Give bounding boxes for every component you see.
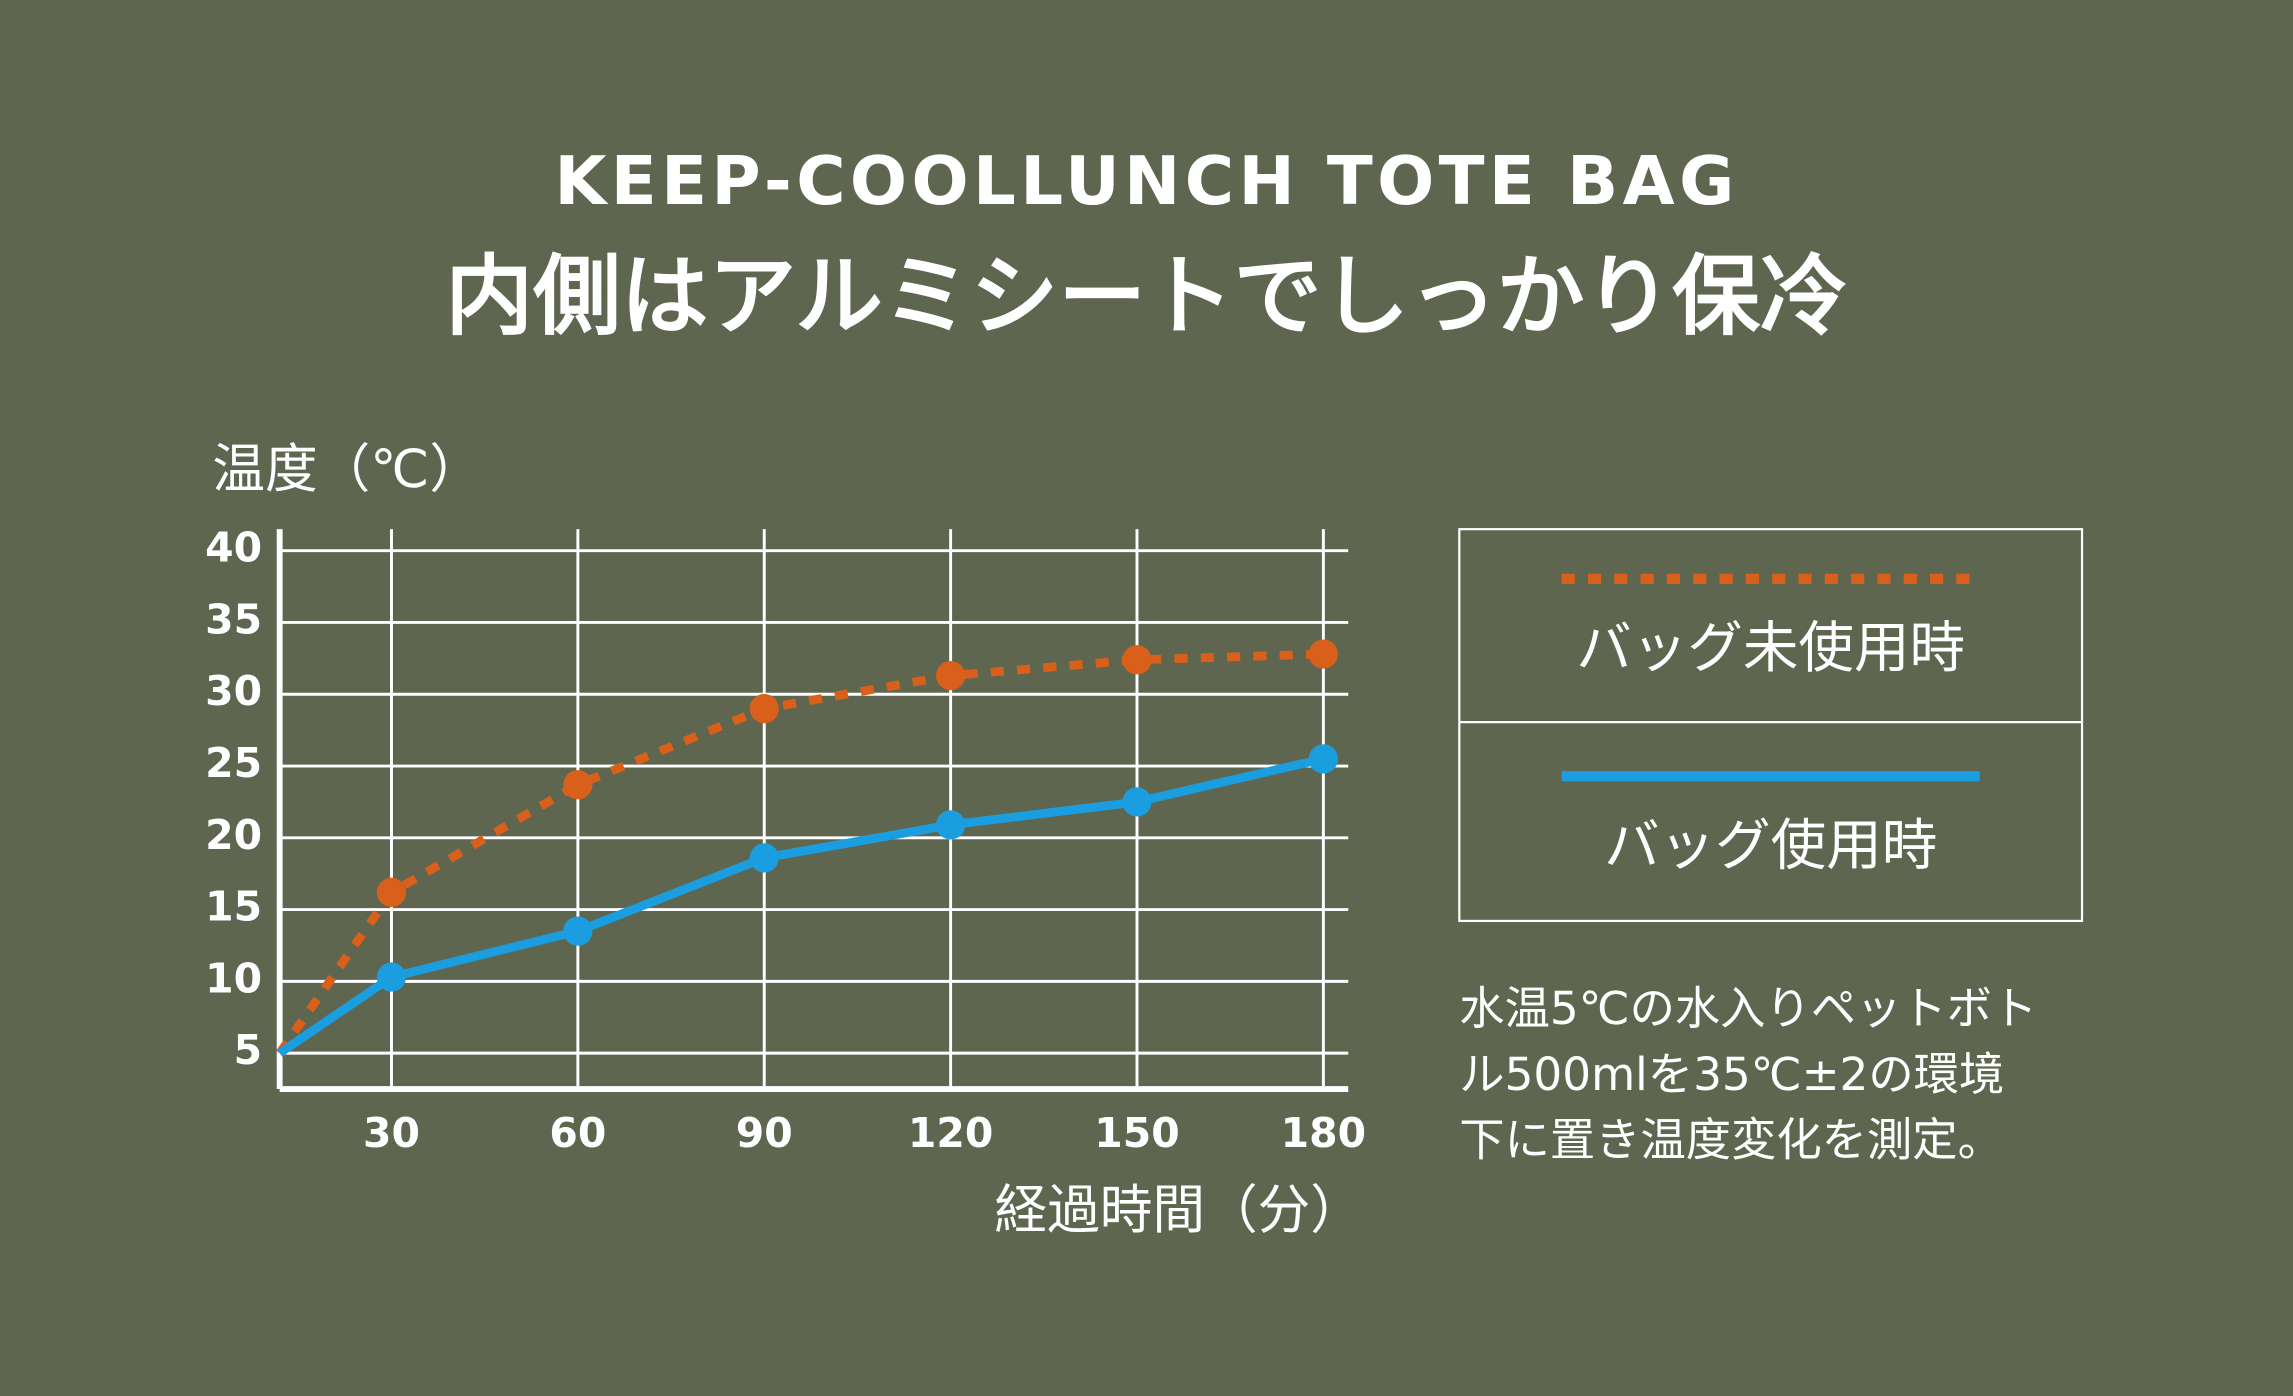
data-point xyxy=(1122,787,1152,817)
legend-label: バッグ未使用時 xyxy=(1576,616,1965,681)
chart-subtitle: 内側はアルミシートでしっかり保冷 xyxy=(445,246,1847,348)
x-tick-label: 150 xyxy=(1094,1109,1179,1157)
data-point xyxy=(1308,639,1338,669)
y-tick-label: 10 xyxy=(205,954,262,1002)
legend-label: バッグ使用時 xyxy=(1604,813,1937,878)
y-tick-label: 15 xyxy=(205,883,262,931)
y-tick-label: 35 xyxy=(205,595,262,643)
x-tick-label: 180 xyxy=(1281,1109,1366,1157)
x-tick-label: 120 xyxy=(908,1109,993,1157)
data-point xyxy=(936,660,966,691)
y-tick-label: 20 xyxy=(205,811,262,859)
chart-title: KEEP-COOLLUNCH TOTE BAG xyxy=(554,142,1738,220)
data-point xyxy=(749,843,779,873)
note-line: ル500mlを35℃±2の環境 xyxy=(1459,1048,2004,1101)
data-point xyxy=(936,810,966,840)
legend-box xyxy=(1458,528,2084,923)
y-tick-label: 40 xyxy=(205,524,262,572)
note-line: 水温5℃の水入りペットボト xyxy=(1459,982,2037,1035)
x-tick-label: 30 xyxy=(363,1109,420,1157)
data-point xyxy=(563,770,593,800)
y-axis-label: 温度（℃） xyxy=(212,439,482,500)
note-line: 下に置き温度変化を測定。 xyxy=(1459,1114,2003,1167)
x-tick-label: 90 xyxy=(736,1109,793,1157)
data-point xyxy=(376,877,407,907)
x-tick-label: 60 xyxy=(549,1109,606,1157)
x-axis-label: 経過時間（分） xyxy=(995,1180,1363,1241)
y-tick-label: 5 xyxy=(234,1026,262,1074)
data-point xyxy=(563,916,593,946)
data-point xyxy=(376,962,407,992)
y-tick-label: 30 xyxy=(205,667,262,715)
data-point xyxy=(1122,645,1152,675)
data-point xyxy=(1308,744,1338,774)
data-point xyxy=(749,693,779,724)
y-tick-label: 25 xyxy=(205,739,262,787)
